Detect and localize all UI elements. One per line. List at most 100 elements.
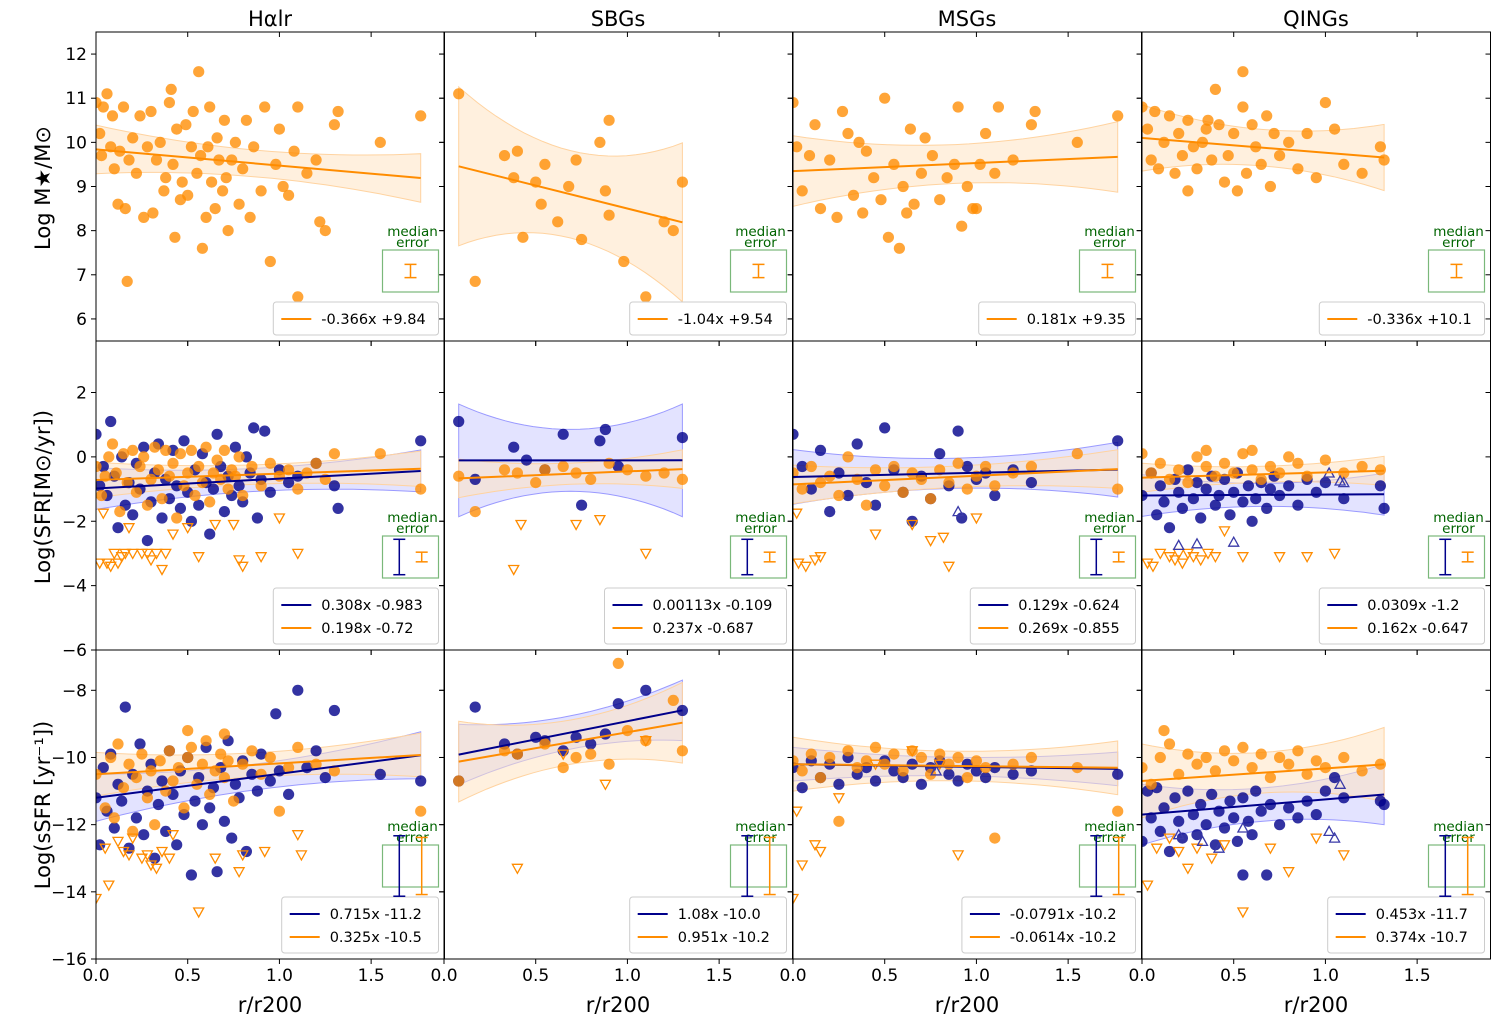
data-point-orange [264, 457, 276, 469]
upper-limit-marker [126, 833, 139, 845]
data-point-navy [207, 483, 219, 495]
upper-limit-marker [1205, 853, 1218, 865]
legend-label: 0.0309x -1.2 [1367, 598, 1459, 614]
xlabel-col4: r/r200 [1284, 993, 1348, 1017]
median-error-label: median [387, 510, 438, 526]
data-point-orange [127, 444, 139, 456]
median-error-bar-navy [1439, 538, 1452, 576]
data-point-orange [1319, 454, 1331, 466]
data-point-orange [130, 167, 142, 179]
data-point-orange [1283, 758, 1295, 770]
upper-limit-marker [1264, 843, 1277, 855]
data-point-navy [127, 509, 139, 521]
data-point-navy [640, 684, 652, 696]
upper-limit-marker [1218, 526, 1231, 538]
data-point-orange [288, 145, 300, 157]
upper-limit-marker [232, 867, 246, 879]
upper-limit-marker [273, 513, 286, 525]
data-point-orange [1292, 745, 1304, 757]
upper-limit-marker [569, 519, 583, 531]
y-tick-label: −2 [62, 512, 87, 532]
x-tick-label: 0.5 [522, 966, 549, 986]
y-tick-label: −10 [51, 748, 87, 768]
column-title-halr: Hαlr [248, 7, 292, 31]
panel-frame [1141, 31, 1491, 342]
data-point-navy [292, 684, 304, 696]
data-point-navy [1292, 812, 1304, 824]
data-point-orange [1182, 748, 1194, 760]
column-title-msgs: MSGs [938, 7, 997, 31]
median-error-box [729, 249, 788, 293]
upper-limit-marker [96, 558, 106, 570]
upper-limit-marker [254, 552, 268, 564]
data-point-orange [1310, 172, 1322, 184]
tick-marks: 6 7 8 9 10 11 12 −6 −4 −2 0 2 −16 −14 −12 −10 −8 0.0 0.5 1.… [51, 32, 1491, 986]
data-point-navy [1231, 835, 1243, 848]
data-point-orange [676, 745, 689, 757]
data-point-navy [251, 785, 263, 797]
data-point-orange [96, 460, 102, 473]
fit-line-orange [96, 754, 421, 776]
y-tick-label: 8 [76, 222, 87, 242]
data-point-orange [1200, 460, 1212, 473]
data-point-orange [1374, 141, 1386, 153]
data-point-orange [805, 748, 817, 760]
data-point-navy [1310, 486, 1322, 498]
data-point-orange [793, 97, 799, 109]
data-point-orange [539, 158, 551, 170]
data-point-orange [1154, 751, 1166, 764]
data-point-orange [453, 470, 465, 482]
data-point-orange [415, 805, 427, 817]
upper-limit-marker [1337, 850, 1350, 862]
data-point-navy [1142, 835, 1148, 847]
data-point-orange [171, 123, 183, 135]
data-point-orange [1169, 167, 1181, 179]
data-point-orange [805, 460, 817, 473]
data-point-navy [1163, 522, 1176, 534]
data-point-orange [160, 172, 172, 184]
data-point-orange [328, 119, 340, 131]
median-error-bar-orange [404, 263, 417, 279]
data-point-orange [1268, 127, 1280, 140]
lower-limit-marker [1212, 841, 1226, 853]
data-point-navy [138, 829, 150, 841]
data-point-orange [240, 114, 252, 126]
data-point-navy [171, 839, 183, 851]
median-error-bar-navy [741, 538, 754, 576]
data-point-orange [535, 198, 547, 210]
data-point-navy [1378, 798, 1390, 811]
data-point-orange [980, 127, 992, 140]
data-point-orange [147, 207, 159, 219]
data-point-orange [1378, 154, 1390, 166]
data-point-orange [1246, 119, 1258, 131]
data-point-orange [557, 762, 569, 774]
data-point-orange [1274, 751, 1286, 764]
data-point-orange [163, 470, 175, 482]
data-point-orange [415, 483, 427, 495]
upper-limit-marker [155, 846, 169, 858]
fit-line-orange [458, 468, 683, 480]
x-tick-label: 0.0 [430, 966, 457, 986]
data-point-orange [1301, 768, 1313, 780]
data-point-navy [218, 815, 230, 827]
data-point-orange [105, 751, 117, 764]
data-point-orange [952, 751, 964, 764]
data-point-navy [1195, 512, 1207, 524]
data-point-navy [833, 778, 845, 790]
upper-limit-marker [924, 535, 937, 547]
legend-label: 0.00113x -0.109 [653, 598, 773, 614]
data-point-navy [204, 528, 216, 540]
data-point-orange [185, 741, 197, 754]
legend-label: 0.308x -0.983 [321, 598, 422, 614]
upper-limit-marker [150, 863, 163, 875]
data-point-orange [167, 775, 179, 787]
data-point-orange [123, 758, 135, 770]
data-point-orange [557, 460, 569, 473]
y-tick-label: 12 [65, 45, 87, 65]
data-point-navy [1187, 809, 1199, 821]
data-point-orange [869, 741, 882, 754]
median-error-box [1078, 249, 1137, 293]
data-point-navy [1246, 515, 1258, 527]
fit-line-navy [1142, 793, 1385, 816]
data-point-navy [1237, 869, 1249, 881]
